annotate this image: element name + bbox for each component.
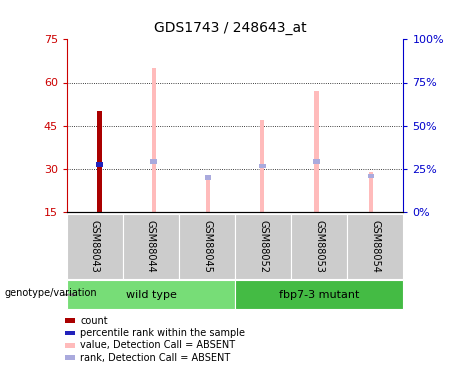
- Text: percentile rank within the sample: percentile rank within the sample: [80, 328, 245, 338]
- Text: rank, Detection Call = ABSENT: rank, Detection Call = ABSENT: [80, 353, 230, 363]
- Text: GSM88053: GSM88053: [314, 220, 324, 273]
- Bar: [205, 175, 211, 180]
- Bar: [313, 159, 320, 164]
- Bar: [259, 164, 266, 168]
- Text: count: count: [80, 316, 108, 326]
- Bar: [260, 120, 265, 212]
- Bar: [314, 91, 319, 212]
- Bar: [367, 174, 374, 178]
- Text: GDS1743 / 248643_at: GDS1743 / 248643_at: [154, 21, 307, 34]
- Text: GSM88054: GSM88054: [370, 220, 380, 273]
- Bar: [96, 162, 103, 166]
- Bar: [369, 172, 373, 212]
- Text: GSM88044: GSM88044: [146, 220, 156, 273]
- Text: genotype/variation: genotype/variation: [5, 288, 97, 298]
- Bar: [206, 177, 210, 212]
- Bar: [150, 159, 157, 164]
- Text: fbp7-3 mutant: fbp7-3 mutant: [279, 290, 360, 300]
- Bar: [97, 111, 101, 212]
- Text: GSM88052: GSM88052: [258, 220, 268, 273]
- Bar: [97, 111, 101, 212]
- Text: GSM88045: GSM88045: [202, 220, 212, 273]
- Text: wild type: wild type: [125, 290, 177, 300]
- Text: GSM88043: GSM88043: [90, 220, 100, 273]
- Bar: [152, 68, 156, 212]
- Text: value, Detection Call = ABSENT: value, Detection Call = ABSENT: [80, 340, 235, 350]
